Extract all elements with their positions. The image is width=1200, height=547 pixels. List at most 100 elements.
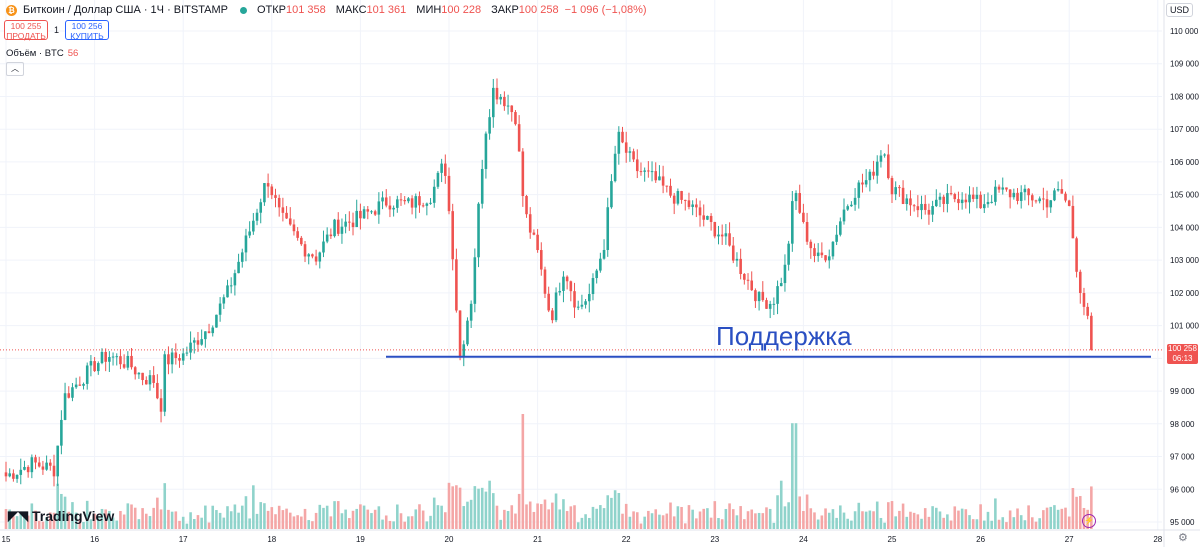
candle-body: [495, 87, 499, 100]
volume-bar: [757, 512, 761, 529]
lightning-icon[interactable]: ⚡: [1082, 514, 1096, 528]
candle-body: [709, 215, 713, 222]
candle-body: [868, 171, 872, 181]
volume-bar: [204, 505, 207, 529]
volume-bar: [953, 506, 957, 529]
candle-body: [669, 185, 672, 196]
candle-body: [1064, 193, 1067, 201]
volume-bar: [650, 513, 654, 529]
volume-bar: [898, 510, 901, 529]
volume-bar: [370, 513, 373, 529]
gear-icon[interactable]: ⚙: [1178, 532, 1188, 544]
candle-body: [872, 171, 875, 176]
volume-bar: [366, 509, 370, 529]
candle-body: [562, 276, 565, 291]
volume-bar: [60, 493, 63, 529]
volume-bar: [975, 519, 979, 529]
candle-body: [517, 124, 521, 152]
volume-bar: [783, 506, 787, 529]
volume-bar: [680, 506, 683, 529]
candle-body: [510, 105, 514, 113]
candle-body: [835, 234, 838, 242]
volume-bar: [311, 521, 314, 529]
candle-body: [1086, 306, 1089, 316]
y-tick-label: 110 000: [1170, 27, 1199, 36]
candle-body: [429, 202, 432, 204]
candle-body: [200, 339, 203, 345]
volume-bar: [281, 510, 285, 529]
volume-bar: [1060, 508, 1064, 529]
volume-bar: [466, 501, 469, 529]
price-axis[interactable]: 95 000 96 000 97 000 98 000 99 000 101 000 102…: [1163, 0, 1199, 547]
volume-bar: [266, 510, 270, 529]
candle-body: [820, 252, 824, 256]
volume-bar: [108, 510, 111, 529]
volume-bar: [979, 504, 982, 529]
volume-bar: [842, 512, 846, 529]
candle-body: [661, 176, 665, 186]
volume-bar: [351, 510, 355, 529]
candle-body: [912, 205, 916, 207]
candle-body: [148, 375, 152, 385]
candle-body: [728, 233, 731, 246]
volume-bar: [159, 509, 163, 529]
volume-bar: [410, 516, 414, 529]
collapse-chevron-icon[interactable]: ︿: [6, 62, 24, 76]
candle-body: [643, 170, 646, 172]
volume-bar: [255, 513, 259, 529]
volume-bar: [820, 515, 824, 529]
volume-bar: [130, 504, 133, 529]
candle-body: [462, 344, 466, 357]
volume-bar: [994, 498, 997, 529]
candle-body: [185, 352, 189, 354]
candle-body: [281, 207, 285, 213]
candle-body: [772, 303, 776, 305]
sell-button[interactable]: 100 255 ПРОДАТЬ: [4, 20, 48, 40]
volume-bar: [706, 508, 709, 529]
volume-bar: [602, 508, 606, 529]
volume-bar: [761, 513, 765, 529]
y-tick-label: 103 000: [1170, 256, 1199, 265]
candle-body: [85, 365, 89, 384]
candle-body: [816, 252, 820, 257]
volume-bar: [329, 516, 333, 529]
y-tick-label: 105 000: [1170, 191, 1199, 200]
candle-body: [702, 215, 706, 220]
candle-body: [975, 194, 979, 199]
change-value: −1 096 (−1,08%): [564, 4, 647, 16]
volume-bar: [26, 515, 30, 529]
volume-bar: [462, 506, 466, 529]
candle-body: [67, 393, 71, 398]
buy-button[interactable]: 100 256 КУПИТЬ: [65, 20, 110, 40]
volume-bar: [743, 519, 746, 529]
support-annotation[interactable]: Поддержка: [716, 321, 852, 351]
volume-bar: [813, 512, 816, 529]
candle-body: [473, 257, 477, 304]
candle-body: [846, 206, 849, 210]
volume-bar: [336, 501, 340, 529]
candle-body: [1078, 271, 1082, 294]
volume-bar: [314, 512, 318, 529]
candle-body: [381, 197, 384, 202]
candle-body: [355, 210, 359, 228]
time-axis[interactable]: 15 16 17 18 19 20 21 22 23 24 25 26 27 28: [0, 529, 1200, 544]
volume-bar: [300, 516, 303, 529]
symbol-title[interactable]: Биткоин / Доллар США · 1Ч · BITSTAMP: [23, 4, 228, 16]
volume-bar: [37, 520, 41, 529]
volume-bar: [879, 517, 883, 529]
candle-body: [654, 171, 658, 181]
volume-bar: [613, 490, 617, 529]
candle-body: [396, 199, 399, 208]
buy-price: 100 256: [71, 21, 103, 31]
tradingview-logo[interactable]: ◤◥ TradingView: [8, 508, 114, 524]
currency-selector[interactable]: USD: [1165, 3, 1193, 17]
volume-bar: [377, 506, 381, 529]
volume-legend[interactable]: Объём · BTC 56: [6, 48, 78, 59]
candle-body: [403, 200, 406, 202]
x-tick-label: 16: [90, 535, 99, 544]
volume-bar: [407, 516, 410, 529]
volume-bar: [827, 512, 831, 529]
volume-bar: [414, 509, 418, 529]
volume-bar: [835, 517, 838, 529]
